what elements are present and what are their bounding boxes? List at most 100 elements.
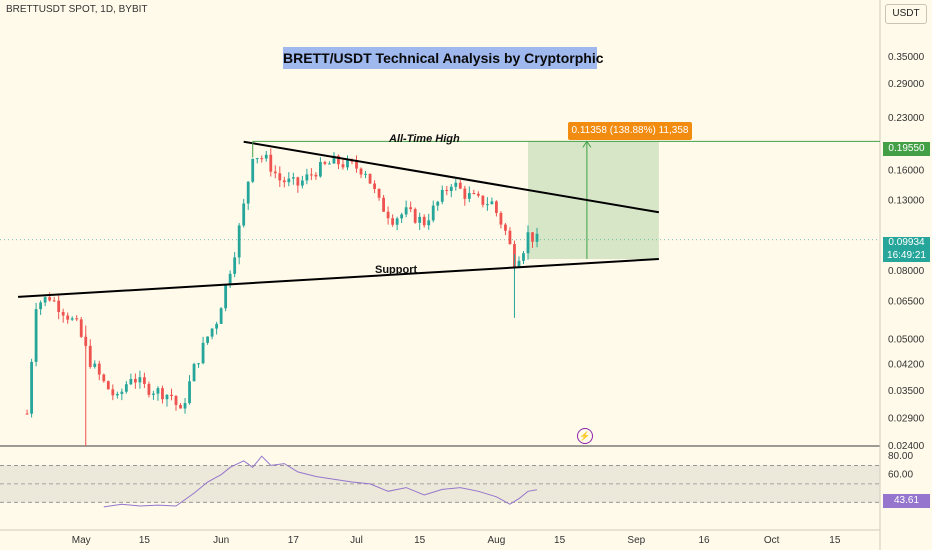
support-label: Support — [375, 264, 418, 276]
candle — [161, 388, 164, 400]
all-time-high-label: All-Time High — [389, 133, 460, 145]
candle — [192, 363, 196, 382]
candle — [323, 162, 327, 164]
candle — [260, 158, 264, 160]
candle — [490, 201, 494, 205]
candle — [440, 189, 444, 202]
candle — [255, 158, 259, 160]
candle — [147, 383, 151, 395]
price-tick-label: 0.06500 — [888, 296, 925, 307]
candle — [476, 193, 480, 196]
candle — [300, 180, 304, 186]
time-tick-label: Sep — [627, 535, 645, 546]
time-tick-label: May — [72, 535, 91, 546]
candle — [201, 342, 205, 364]
candle — [61, 311, 65, 316]
candle — [472, 192, 476, 194]
candle — [215, 323, 219, 329]
price-tick-label: 0.02400 — [888, 441, 925, 452]
price-tick-label: 0.16000 — [888, 165, 925, 176]
candle — [106, 381, 110, 390]
candle — [287, 178, 291, 183]
candle — [278, 173, 282, 181]
candle — [409, 207, 413, 210]
candle — [165, 394, 169, 400]
candle — [48, 297, 52, 301]
candle — [210, 328, 214, 337]
candle — [368, 173, 372, 184]
candle — [337, 155, 340, 165]
price-tick-label: 0.29000 — [888, 79, 925, 90]
candle — [52, 300, 56, 302]
candle — [79, 319, 83, 337]
candle — [314, 174, 318, 177]
candle — [93, 363, 97, 367]
candle — [246, 181, 250, 204]
candle — [224, 284, 228, 309]
candle — [170, 394, 173, 396]
candle — [305, 174, 309, 181]
candle — [143, 377, 146, 384]
axis-layer: 0.450000.350000.290000.230000.160000.130… — [72, 15, 925, 546]
candle — [391, 218, 395, 225]
time-tick-label: Aug — [488, 535, 506, 546]
candle — [273, 171, 277, 174]
candle — [499, 212, 503, 225]
candle — [508, 230, 512, 245]
rsi-value-badge: 43.61 — [883, 494, 930, 508]
price-tick-label: 0.35000 — [888, 52, 925, 63]
candle — [427, 220, 431, 226]
candle — [102, 374, 106, 382]
candle — [517, 260, 521, 268]
candle — [251, 158, 255, 182]
candle — [156, 388, 160, 394]
candle — [382, 197, 385, 212]
time-tick-label: 16 — [698, 535, 710, 546]
candle — [531, 232, 534, 242]
candle — [364, 173, 367, 175]
candle — [458, 182, 462, 189]
candle — [39, 302, 43, 310]
candle — [233, 257, 237, 274]
candle — [174, 395, 178, 405]
chart-title: BRETT/USDT Technical Analysis by Cryptor… — [283, 47, 604, 69]
rsi-band — [0, 465, 880, 503]
candle — [431, 205, 435, 221]
time-tick-label: 15 — [414, 535, 426, 546]
candle — [449, 186, 453, 191]
candle — [282, 180, 286, 183]
candle — [183, 403, 187, 409]
candle — [454, 182, 458, 187]
candle — [129, 378, 133, 385]
candle — [242, 203, 246, 226]
candle — [467, 192, 471, 199]
rsi-line — [103, 455, 538, 508]
candle — [206, 336, 209, 343]
time-tick-label: Oct — [764, 535, 780, 546]
rsi-layer — [0, 455, 880, 508]
price-tick-label: 0.03500 — [888, 386, 925, 397]
rsi-tick-label: 80.00 — [888, 451, 913, 462]
currency-button[interactable]: USDT — [885, 4, 927, 24]
lightning-icon[interactable]: ⚡ — [577, 428, 593, 444]
line-layer — [17, 140, 880, 298]
candle — [197, 363, 200, 365]
candle — [377, 188, 381, 198]
time-tick-label: 15 — [139, 535, 151, 546]
price-tick-label: 0.05000 — [888, 334, 925, 345]
candle — [264, 154, 268, 159]
candle — [404, 207, 408, 215]
price-tick-label: 0.23000 — [888, 113, 925, 124]
candle — [504, 224, 507, 231]
time-tick-label: Jun — [213, 535, 229, 546]
candle — [124, 384, 128, 392]
time-tick-label: 17 — [288, 535, 300, 546]
candle — [296, 177, 300, 186]
candle — [355, 161, 358, 169]
candle — [111, 389, 115, 396]
candle — [413, 209, 417, 223]
candle — [359, 168, 363, 175]
candle — [395, 218, 399, 225]
candle — [269, 154, 273, 172]
